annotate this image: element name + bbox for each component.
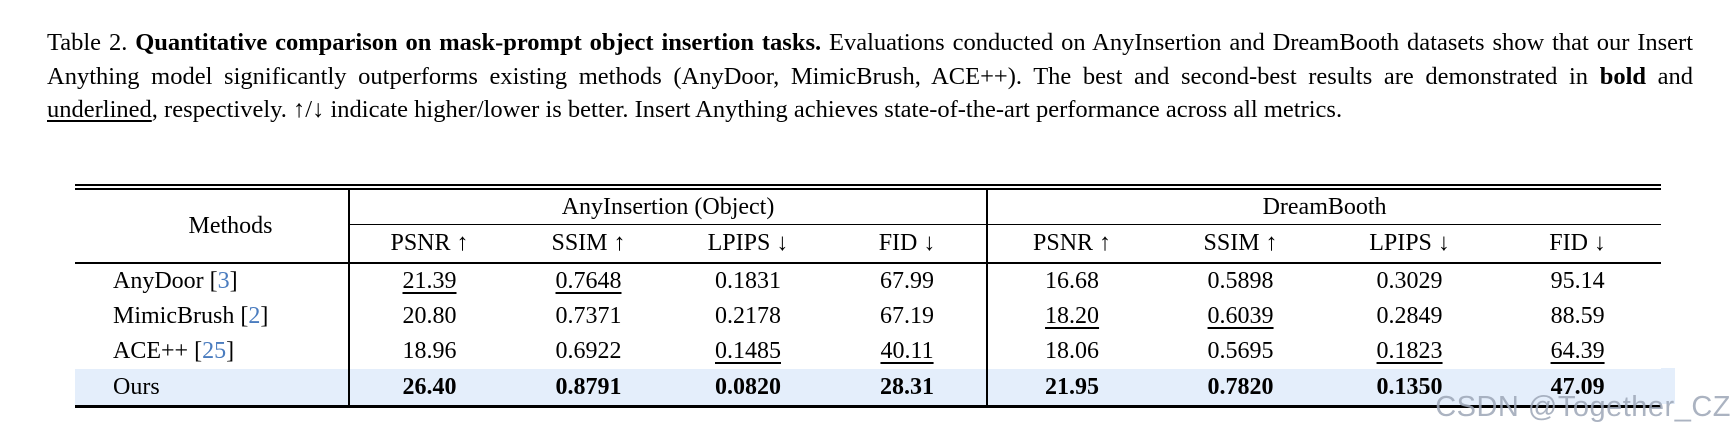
method-name: ACE++: [113, 338, 189, 364]
metric-value: 0.5695: [1207, 338, 1274, 364]
metric-value: 0.6039: [1207, 303, 1274, 329]
caption-underlined-word: underlined: [47, 96, 152, 123]
table-caption: Table 2. Quantitative comparison on mask…: [47, 26, 1693, 127]
metric-value: 0.8791: [555, 373, 622, 400]
metric-value: 0.2849: [1376, 303, 1443, 329]
methods-column-header: Methods: [75, 189, 350, 264]
metric-value: 0.7648: [555, 268, 622, 294]
citation-bracket: [: [194, 338, 203, 364]
metric-value: 0.3029: [1376, 268, 1443, 294]
metric-value: 95.14: [1550, 268, 1605, 294]
metric-value: 18.20: [1045, 303, 1100, 329]
citation-bracket: ]: [229, 268, 238, 294]
citation-link[interactable]: 3: [217, 268, 230, 294]
caption-title: Quantitative comparison on mask-prompt o…: [135, 29, 822, 56]
metric-value: 0.6922: [555, 338, 622, 364]
metric-value: 0.1831: [715, 268, 781, 294]
column-header-fid-dreambooth: FID ↓: [1494, 224, 1662, 264]
caption-label: Table 2.: [47, 29, 128, 56]
metric-value: 0.2178: [715, 303, 781, 329]
metric-header-row: PSNR ↑ SSIM ↑ LPIPS ↓ FID ↓ PSNR ↑ SSIM …: [75, 224, 1662, 264]
method-name-cell: AnyDoor [3]: [75, 263, 350, 299]
method-name: Ours: [113, 373, 160, 400]
metric-value: 67.99: [828, 263, 989, 299]
metric-value: 0.0820: [715, 373, 781, 400]
metric-value: 0.7820: [1207, 373, 1274, 400]
caption-conjunction: and: [1657, 62, 1693, 90]
metric-value: 20.80: [402, 303, 457, 329]
method-name: MimicBrush: [113, 303, 235, 329]
citation-link[interactable]: 2: [248, 303, 261, 329]
method-name-cell: ACE++ [25]: [75, 334, 350, 369]
group-header-row: Methods AnyInsertion (Object) DreamBooth: [75, 189, 1662, 264]
highlight-row-overflow: [1661, 368, 1675, 404]
column-header-psnr-dreambooth: PSNR ↑: [987, 224, 1157, 264]
caption-body-1: Evaluations conducted on AnyInsertion an…: [47, 29, 1694, 90]
metric-value: 40.11: [828, 334, 989, 369]
column-header-fid-anyinsertion: FID ↓: [828, 224, 989, 264]
metric-value: 16.68: [1045, 268, 1100, 294]
method-name-cell: MimicBrush [2]: [75, 299, 350, 334]
citation-bracket: [: [240, 303, 249, 329]
citation-link[interactable]: 25: [202, 338, 227, 364]
column-header-lpips-dreambooth: LPIPS ↓: [1325, 224, 1495, 264]
column-header-lpips-anyinsertion: LPIPS ↓: [668, 224, 828, 264]
metric-value: 0.5898: [1207, 268, 1274, 294]
watermark: CSDN @Together_CZ: [1435, 391, 1731, 423]
method-name: AnyDoor: [113, 268, 204, 294]
metric-value: 67.19: [828, 299, 989, 334]
citation-bracket: ]: [260, 303, 269, 329]
metric-value: 47.09: [1550, 373, 1605, 400]
metric-value: 64.39: [1550, 338, 1605, 364]
metric-value: 18.96: [402, 338, 457, 364]
caption-bold-word: bold: [1599, 62, 1646, 90]
citation-bracket: ]: [226, 338, 235, 364]
column-header-psnr-anyinsertion: PSNR ↑: [349, 224, 509, 264]
table-row-anydoor: AnyDoor [3] 21.39 0.7648 0.1831 67.99 16…: [75, 263, 1661, 299]
citation-bracket: [: [209, 268, 218, 294]
metric-value: 26.40: [402, 373, 457, 400]
results-table-wrapper: Methods AnyInsertion (Object) DreamBooth…: [75, 184, 1662, 408]
caption-body-2: , respectively. ↑/↓ indicate higher/lowe…: [151, 96, 1343, 123]
metric-value: 0.1485: [715, 338, 781, 364]
group-header-dreambooth: DreamBooth: [987, 189, 1662, 225]
table-row-acepp: ACE++ [25] 18.96 0.6922 0.1485 40.11 18.…: [75, 334, 1661, 369]
column-header-ssim-dreambooth: SSIM ↑: [1156, 224, 1326, 264]
metric-value: 18.06: [1045, 338, 1100, 364]
metric-value: 28.31: [828, 369, 989, 407]
table-row-ours: Ours 26.40 0.8791 0.0820 28.31 21.95 0.7…: [75, 369, 1662, 407]
group-header-anyinsertion: AnyInsertion (Object): [349, 189, 989, 225]
results-table: Methods AnyInsertion (Object) DreamBooth…: [75, 188, 1662, 408]
metric-value: 0.7371: [555, 303, 622, 329]
method-name-cell: Ours: [75, 369, 350, 407]
column-header-ssim-anyinsertion: SSIM ↑: [509, 224, 668, 264]
metric-value: 0.1823: [1376, 338, 1443, 364]
metric-value: 88.59: [1550, 303, 1605, 329]
metric-value: 21.39: [402, 268, 457, 294]
metric-value: 21.95: [1045, 373, 1100, 400]
table-row-mimicbrush: MimicBrush [2] 20.80 0.7371 0.2178 67.19…: [75, 299, 1661, 334]
metric-value: 0.1350: [1376, 373, 1443, 400]
